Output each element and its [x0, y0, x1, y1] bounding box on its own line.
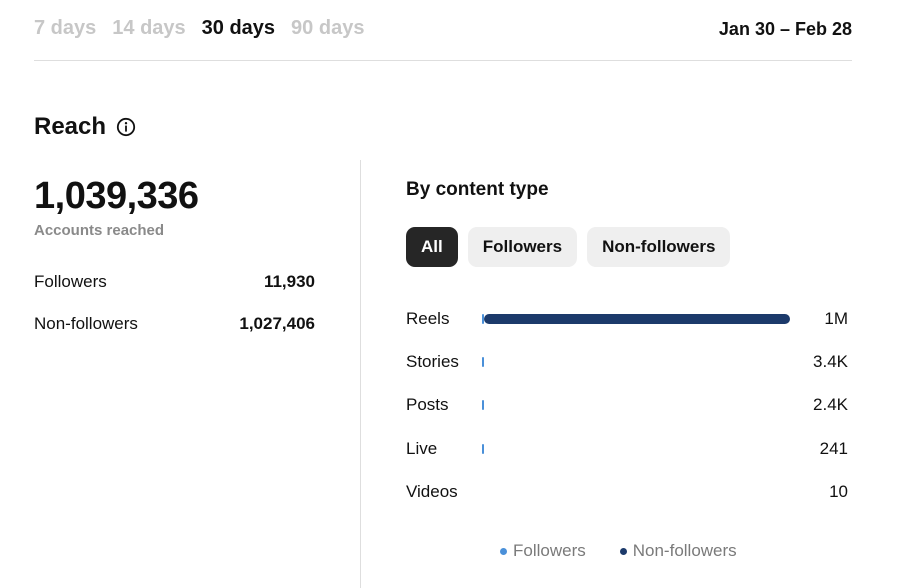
date-range: Jan 30 – Feb 28: [718, 19, 852, 39]
legend-label: Followers: [513, 541, 586, 560]
followers-bar: [482, 314, 484, 324]
stat-label: Non-followers: [34, 314, 138, 333]
content-row-live: Live 241: [406, 438, 848, 460]
top-divider: [34, 60, 852, 61]
stat-label: Followers: [34, 272, 107, 291]
legend-item-non-followers: Non-followers: [619, 541, 737, 561]
legend-dot: [619, 547, 627, 555]
stat-value: 1,027,406: [239, 314, 315, 333]
content-label: Posts: [406, 395, 449, 414]
filter-non-followers-button[interactable]: Non-followers: [587, 227, 731, 267]
content-value: 2.4K: [813, 395, 848, 414]
stat-row-followers: Followers 11,930: [34, 272, 315, 292]
content-label: Live: [406, 439, 438, 458]
bar-track: [482, 400, 792, 410]
accounts-reached-total: 1,039,336: [34, 175, 199, 217]
info-icon[interactable]: [116, 117, 136, 137]
stat-row-non-followers: Non-followers 1,027,406: [34, 314, 315, 334]
bar-track: [482, 314, 792, 324]
section-header: Reach: [34, 113, 136, 141]
content-value: 3.4K: [813, 352, 848, 371]
content-filters: All Followers Non-followers: [406, 227, 731, 267]
filter-all-button[interactable]: All: [406, 227, 458, 267]
content-label: Videos: [406, 482, 458, 501]
followers-bar: [482, 444, 484, 454]
content-row-stories: Stories 3.4K: [406, 351, 848, 373]
content-value: 1M: [824, 309, 848, 328]
stat-value: 11,930: [263, 272, 315, 291]
followers-bar: [482, 357, 484, 367]
content-row-posts: Posts 2.4K: [406, 394, 848, 416]
content-value: 10: [829, 482, 848, 501]
by-content-title: By content type: [406, 179, 549, 200]
content-label: Stories: [406, 352, 459, 371]
tab-14-days[interactable]: 14 days: [112, 17, 186, 39]
tab-90-days[interactable]: 90 days: [291, 17, 365, 39]
chart-legend: Followers Non-followers: [500, 541, 737, 561]
content-row-videos: Videos 10: [406, 481, 848, 503]
tab-30-days[interactable]: 30 days: [201, 17, 276, 39]
non-followers-bar: [484, 314, 791, 324]
legend-label: Non-followers: [632, 541, 737, 560]
section-title: Reach: [34, 113, 107, 140]
followers-bar: [482, 400, 484, 410]
content-label: Reels: [406, 309, 450, 328]
time-range-tabs: 7 days 14 days 30 days 90 days: [34, 17, 364, 40]
column-divider: [360, 160, 361, 588]
bar-track: [482, 444, 792, 454]
bar-track: [482, 487, 792, 497]
legend-item-followers: Followers: [500, 541, 586, 561]
content-value: 241: [819, 439, 848, 458]
accounts-reached-label: Accounts reached: [34, 222, 165, 239]
tab-7-days[interactable]: 7 days: [34, 17, 97, 39]
content-row-reels: Reels 1M: [406, 308, 848, 330]
bar-track: [482, 357, 792, 367]
legend-dot: [500, 547, 507, 555]
filter-followers-button[interactable]: Followers: [467, 227, 578, 267]
